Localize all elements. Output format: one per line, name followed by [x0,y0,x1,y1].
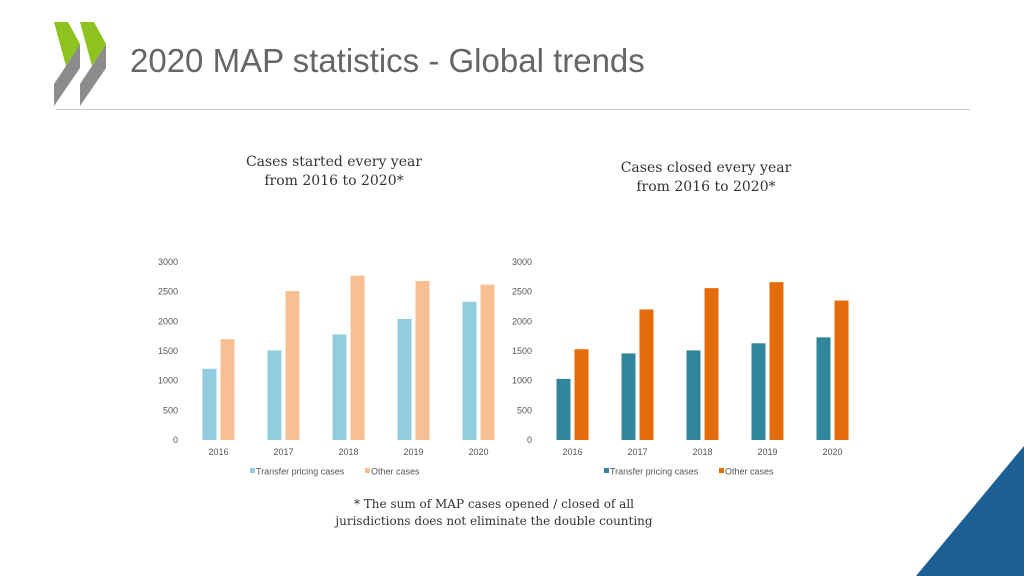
started-y-tick-label: 1000 [158,376,178,386]
started-y-tick-label: 500 [163,405,178,415]
closed-y-tick-label: 500 [517,405,532,415]
started-bar-transfer-pricing-2017 [267,350,282,440]
closed-bar-other-2020 [834,300,849,440]
chart-closed-title-line2: from 2016 to 2020* [636,179,776,195]
closed-y-tick-label: 2000 [512,316,532,326]
started-x-tick-label: 2017 [273,447,293,457]
slide-title: 2020 MAP statistics - Global trends [130,42,645,79]
closed-y-tick-label: 1500 [512,346,532,356]
started-x-tick-label: 2020 [468,447,488,457]
started-bar-transfer-pricing-2020 [462,301,477,440]
started-bar-other-2016 [220,339,235,440]
footnote-line2: jurisdictions does not eliminate the dou… [335,514,653,528]
closed-x-tick-label: 2019 [757,447,777,457]
started-bar-transfer-pricing-2016 [202,368,217,440]
closed-bar-other-2016 [574,349,589,440]
closed-legend-label-other: Other cases [725,467,774,477]
chart-closed-title: Cases closed every year from 2016 to 202… [576,159,836,197]
closed-x-tick-label: 2020 [822,447,842,457]
closed-x-tick-label: 2017 [627,447,647,457]
closed-legend-swatch-transfer-pricing [604,468,609,473]
started-bar-other-2018 [350,275,365,440]
logo-chevron-left-gray [54,44,80,106]
logo-chevron-right-gray [80,44,106,106]
closed-y-tick-label: 2500 [512,287,532,297]
started-y-tick-label: 2000 [158,316,178,326]
closed-bar-transfer-pricing-2017 [621,353,636,440]
started-y-tick-label: 3000 [158,257,178,267]
title-divider [56,109,970,110]
closed-bar-transfer-pricing-2019 [751,343,766,440]
corner-triangle [916,446,1024,576]
started-x-tick-label: 2018 [338,447,358,457]
closed-legend-label-transfer-pricing: Transfer pricing cases [610,467,699,477]
closed-bar-other-2018 [704,288,719,440]
started-legend-label-other: Other cases [371,467,420,477]
closed-bar-transfer-pricing-2018 [686,350,701,440]
chart-started-title-line2: from 2016 to 2020* [264,173,404,189]
closed-bar-other-2017 [639,309,654,440]
oecd-logo-icon [54,22,106,106]
closed-x-tick-label: 2016 [562,447,582,457]
closed-bar-transfer-pricing-2016 [556,378,571,440]
footnote-line1: * The sum of MAP cases opened / closed o… [353,497,634,511]
started-x-tick-label: 2016 [208,447,228,457]
closed-bar-other-2019 [769,282,784,440]
started-bar-other-2020 [480,284,495,440]
started-legend-swatch-transfer-pricing [250,468,255,473]
started-legend-label-transfer-pricing: Transfer pricing cases [256,467,345,477]
footnote: * The sum of MAP cases opened / closed o… [330,496,658,530]
closed-x-tick-label: 2018 [692,447,712,457]
started-y-tick-label: 2500 [158,287,178,297]
started-bar-transfer-pricing-2019 [397,318,412,440]
closed-y-tick-label: 0 [527,435,532,445]
started-bar-transfer-pricing-2018 [332,334,347,440]
logo-chevron-right-green [80,22,106,66]
closed-y-tick-label: 1000 [512,376,532,386]
closed-bar-transfer-pricing-2020 [816,337,831,440]
started-bar-other-2019 [415,280,430,440]
chart-started-title-line1: Cases started every year [245,154,423,170]
logo-chevron-left-green [54,22,80,66]
started-bar-other-2017 [285,291,300,440]
started-y-tick-label: 0 [173,435,178,445]
started-y-tick-label: 1500 [158,346,178,356]
closed-legend-swatch-other [719,468,724,473]
started-x-tick-label: 2019 [403,447,423,457]
closed-y-tick-label: 3000 [512,257,532,267]
chart-closed-title-line1: Cases closed every year [620,160,792,176]
chart-started-title: Cases started every year from 2016 to 20… [204,153,464,191]
started-legend-swatch-other [365,468,370,473]
